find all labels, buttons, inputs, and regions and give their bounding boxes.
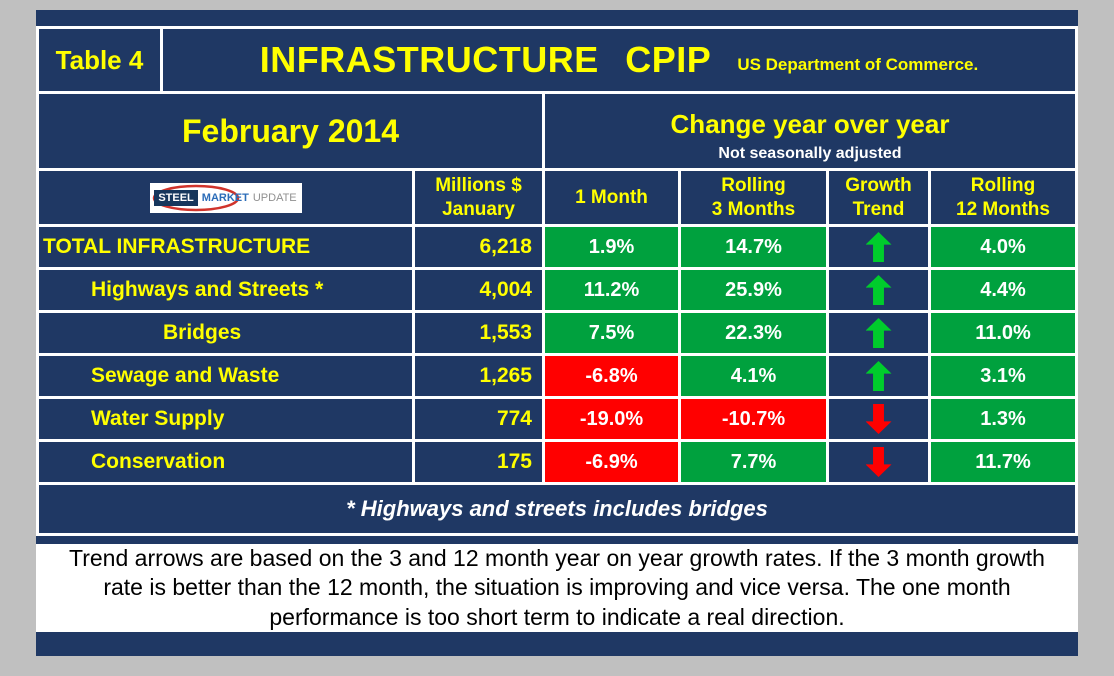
- millions-value: 1,265: [415, 356, 542, 396]
- trend-arrow-icon: [865, 447, 892, 477]
- col-header-rolling12-line2: 12 Months: [956, 198, 1050, 220]
- rolling-12-value: 1.3%: [931, 399, 1075, 439]
- millions-value: 6,218: [415, 227, 542, 267]
- col-header-rolling3-line1: Rolling: [721, 174, 786, 196]
- table-row: Conservation 175 -6.9% 7.7% 11.7%: [39, 442, 1075, 482]
- col-header-rolling3-line2: 3 Months: [711, 198, 796, 220]
- col-header-millions-line1: Millions $: [435, 174, 522, 196]
- one-month-value: 1.9%: [545, 227, 678, 267]
- trend-arrow-icon: [865, 275, 892, 305]
- logo-word-update: UPDATE: [252, 191, 297, 204]
- col-header-rolling-3-months: Rolling 3 Months: [681, 171, 826, 224]
- infrastructure-table: Table 4 INFRASTRUCTURE CPIP US Departmen…: [36, 26, 1078, 536]
- rolling-3-value: -10.7%: [681, 399, 826, 439]
- table-row: TOTAL INFRASTRUCTURE 6,218 1.9% 14.7% 4.…: [39, 227, 1075, 267]
- period-row: February 2014 Change year over year Not …: [39, 94, 1075, 168]
- one-month-value: -6.9%: [545, 442, 678, 482]
- subtitle: US Department of Commerce.: [737, 55, 979, 74]
- rolling-12-value: 11.7%: [931, 442, 1075, 482]
- rolling-12-value: 4.0%: [931, 227, 1075, 267]
- rolling-3-value: 25.9%: [681, 270, 826, 310]
- col-header-rolling-12-months: Rolling 12 Months: [931, 171, 1075, 224]
- row-label: Highways and Streets *: [39, 270, 412, 310]
- title-row: Table 4 INFRASTRUCTURE CPIP US Departmen…: [39, 29, 1075, 91]
- millions-value: 774: [415, 399, 542, 439]
- row-label: Sewage and Waste: [39, 356, 412, 396]
- trend-note-text: Trend arrows are based on the 3 and 12 m…: [69, 544, 1045, 630]
- page-title: INFRASTRUCTURE CPIP: [259, 39, 712, 80]
- trend-note-block: Trend arrows are based on the 3 and 12 m…: [36, 544, 1078, 632]
- row-label: TOTAL INFRASTRUCTURE: [39, 227, 412, 267]
- table-row: Sewage and Waste 1,265 -6.8% 4.1% 3.1%: [39, 356, 1075, 396]
- table-row: Highways and Streets * 4,004 11.2% 25.9%…: [39, 270, 1075, 310]
- logo-word-market: MARKET: [201, 191, 249, 204]
- col-header-1-month: 1 Month: [545, 171, 678, 224]
- trend-arrow-icon: [865, 404, 892, 434]
- table-number-label: Table 4: [39, 29, 160, 91]
- trend-arrow-icon: [865, 318, 892, 348]
- millions-value: 1,553: [415, 313, 542, 353]
- col-header-millions: Millions $ January: [415, 171, 542, 224]
- trend-arrow-icon: [865, 232, 892, 262]
- rolling-12-value: 11.0%: [931, 313, 1075, 353]
- logo-swoosh-icon: [152, 184, 239, 211]
- trend-cell: [829, 313, 928, 353]
- rolling-12-value: 3.1%: [931, 356, 1075, 396]
- column-header-row: STEEL MARKET UPDATE Millions $ January 1…: [39, 171, 1075, 224]
- report-panel: Table 4 INFRASTRUCTURE CPIP US Departmen…: [36, 10, 1078, 656]
- yoy-title: Change year over year: [670, 109, 950, 139]
- col-header-millions-line2: January: [442, 198, 515, 220]
- rolling-3-value: 14.7%: [681, 227, 826, 267]
- period-label: February 2014: [39, 94, 542, 168]
- millions-value: 175: [415, 442, 542, 482]
- footnote-row: * Highways and streets includes bridges: [39, 485, 1075, 533]
- rolling-3-value: 4.1%: [681, 356, 826, 396]
- col-header-growth-line2: Trend: [852, 198, 905, 220]
- rolling-3-value: 22.3%: [681, 313, 826, 353]
- logo-cell: STEEL MARKET UPDATE: [39, 171, 412, 224]
- footnote: * Highways and streets includes bridges: [39, 485, 1075, 533]
- trend-cell: [829, 399, 928, 439]
- millions-value: 4,004: [415, 270, 542, 310]
- one-month-value: 11.2%: [545, 270, 678, 310]
- yoy-header: Change year over year Not seasonally adj…: [545, 94, 1075, 168]
- logo-word-steel: STEEL: [154, 189, 198, 206]
- row-label: Bridges: [39, 313, 412, 353]
- table-row: Bridges 1,553 7.5% 22.3% 11.0%: [39, 313, 1075, 353]
- rolling-3-value: 7.7%: [681, 442, 826, 482]
- row-label: Conservation: [39, 442, 412, 482]
- one-month-value: -19.0%: [545, 399, 678, 439]
- trend-cell: [829, 442, 928, 482]
- col-header-growth-trend: Growth Trend: [829, 171, 928, 224]
- one-month-value: -6.8%: [545, 356, 678, 396]
- col-header-rolling12-line1: Rolling: [970, 174, 1036, 196]
- table-row: Water Supply 774 -19.0% -10.7% 1.3%: [39, 399, 1075, 439]
- yoy-note: Not seasonally adjusted: [718, 145, 902, 162]
- title-bar: INFRASTRUCTURE CPIP US Department of Com…: [163, 29, 1075, 91]
- trend-cell: [829, 356, 928, 396]
- steel-market-update-logo: STEEL MARKET UPDATE: [149, 182, 302, 213]
- row-label: Water Supply: [39, 399, 412, 439]
- one-month-value: 7.5%: [545, 313, 678, 353]
- trend-arrow-icon: [865, 361, 892, 391]
- rolling-12-value: 4.4%: [931, 270, 1075, 310]
- col-header-growth-line1: Growth: [845, 174, 912, 196]
- trend-cell: [829, 227, 928, 267]
- trend-cell: [829, 270, 928, 310]
- col-header-1-month-label: 1 Month: [575, 186, 648, 208]
